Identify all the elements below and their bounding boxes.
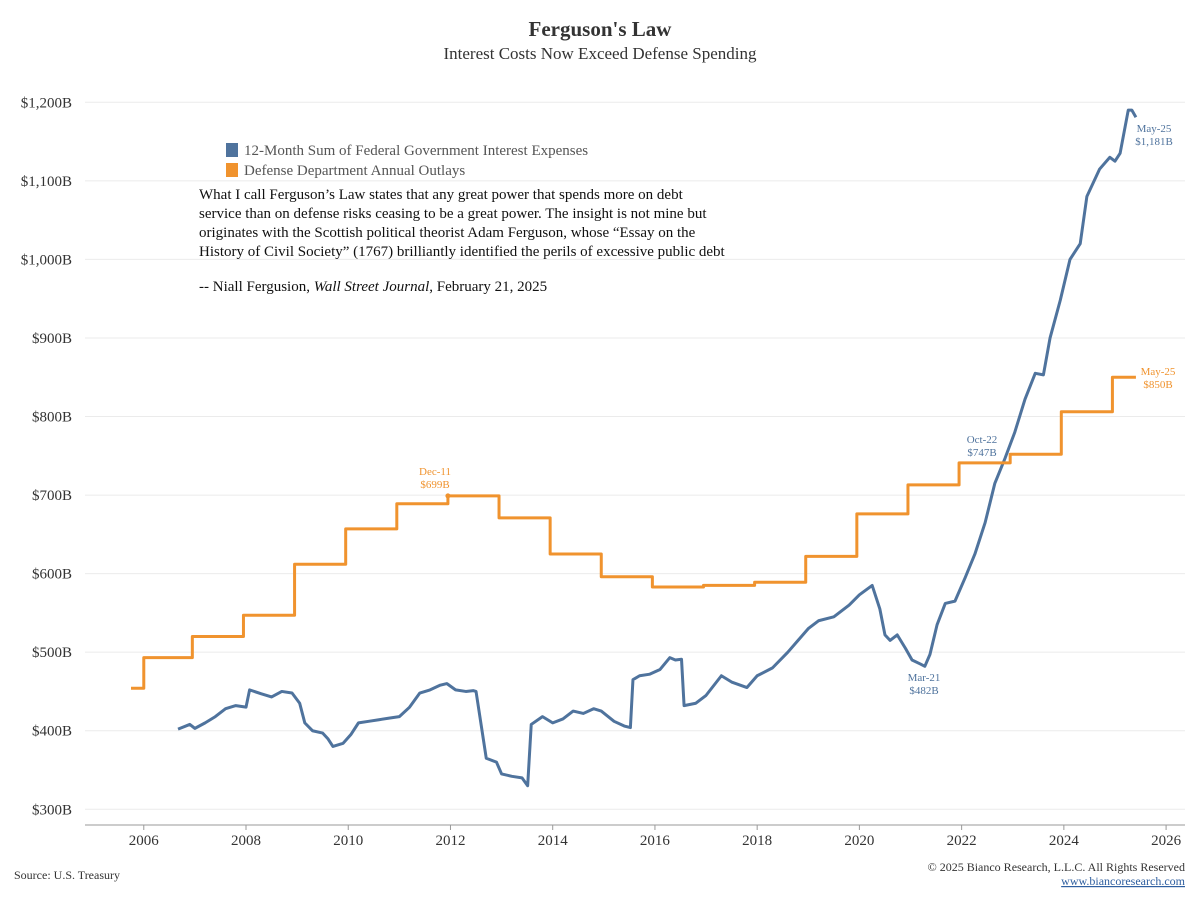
quote-line: History of Civil Society” (1767) brillia… bbox=[199, 244, 726, 260]
annotation: Oct-22 bbox=[967, 434, 998, 446]
chart-subtitle: Interest Costs Now Exceed Defense Spendi… bbox=[443, 44, 757, 63]
y-tick-label: $500B bbox=[32, 645, 72, 661]
quote-line: What I call Ferguson’s Law states that a… bbox=[199, 187, 684, 203]
quote-line: service than on defense risks ceasing to… bbox=[199, 206, 707, 222]
x-tick-label: 2020 bbox=[844, 833, 874, 849]
annotation: $699B bbox=[420, 479, 449, 491]
y-tick-label: $600B bbox=[32, 567, 72, 583]
x-tick-label: 2026 bbox=[1151, 833, 1182, 849]
legend-swatch bbox=[226, 163, 238, 177]
x-tick-label: 2024 bbox=[1049, 833, 1080, 849]
annotation: Dec-11 bbox=[419, 466, 451, 478]
source: Source: U.S. Treasury bbox=[14, 868, 120, 882]
x-tick-label: 2008 bbox=[231, 833, 261, 849]
series-line bbox=[131, 375, 1136, 690]
copyright: © 2025 Bianco Research, L.L.C. All Right… bbox=[928, 860, 1185, 874]
y-tick-label: $1,100B bbox=[21, 174, 72, 190]
y-tick-label: $700B bbox=[32, 488, 72, 504]
y-tick-label: $1,000B bbox=[21, 252, 72, 268]
x-tick-label: 2012 bbox=[435, 833, 465, 849]
annotation: Mar-21 bbox=[908, 672, 941, 684]
legend-label: 12-Month Sum of Federal Government Inter… bbox=[244, 143, 588, 159]
y-tick-label: $800B bbox=[32, 410, 72, 426]
attribution-part: -- Niall Fergusion, bbox=[199, 279, 314, 295]
quote-line: originates with the Scottish political t… bbox=[199, 225, 696, 241]
attribution-part: , February 21, 2025 bbox=[429, 279, 547, 295]
x-tick-label: 2010 bbox=[333, 833, 363, 849]
annotation: $1,181B bbox=[1135, 136, 1173, 148]
attribution-part: Wall Street Journal bbox=[314, 279, 430, 295]
annotation: $482B bbox=[909, 685, 938, 697]
x-tick-label: 2022 bbox=[947, 833, 977, 849]
annotation: May-25 bbox=[1141, 366, 1176, 378]
annotation-dot bbox=[445, 493, 451, 499]
url[interactable]: www.biancoresearch.com bbox=[1061, 874, 1185, 888]
legend-label: Defense Department Annual Outlays bbox=[244, 163, 465, 179]
x-tick-label: 2006 bbox=[129, 833, 160, 849]
quote-attribution: -- Niall Fergusion, Wall Street Journal,… bbox=[199, 279, 547, 295]
annotation: $747B bbox=[967, 447, 996, 459]
x-tick-label: 2018 bbox=[742, 833, 772, 849]
y-tick-label: $900B bbox=[32, 331, 72, 347]
legend-swatch bbox=[226, 143, 238, 157]
x-tick-label: 2016 bbox=[640, 833, 671, 849]
y-tick-label: $300B bbox=[32, 802, 72, 818]
annotation: $850B bbox=[1143, 379, 1172, 391]
y-tick-label: $400B bbox=[32, 724, 72, 740]
series-line bbox=[177, 108, 1138, 788]
y-tick-label: $1,200B bbox=[21, 95, 72, 111]
annotation: May-25 bbox=[1137, 123, 1172, 135]
x-tick-label: 2014 bbox=[538, 833, 569, 849]
chart-title: Ferguson's Law bbox=[529, 17, 673, 41]
